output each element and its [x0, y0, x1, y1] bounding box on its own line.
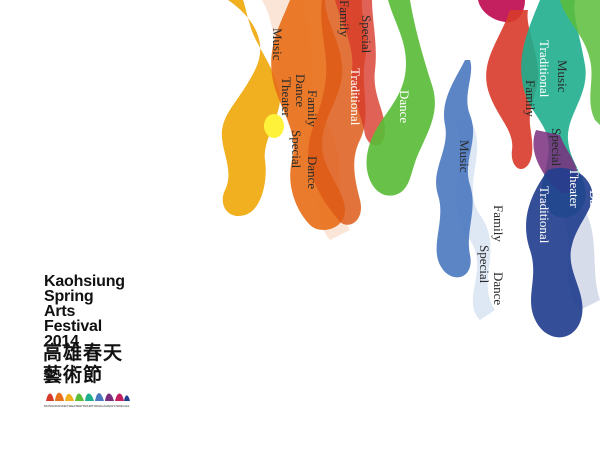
festival-title-chinese: 高雄春天 藝術節 — [43, 342, 123, 386]
title-line-arts: Arts — [44, 303, 76, 320]
label-traditional-3: Traditional — [537, 186, 552, 244]
genre-icon-strip — [46, 392, 130, 401]
label-traditional-1: Traditional — [348, 68, 363, 126]
label-theater-3: Theater — [567, 168, 582, 208]
ribbon-blue — [436, 60, 474, 278]
ribbon-orange-dark — [308, 0, 367, 225]
cjk-line-1: 高雄春天 — [43, 342, 124, 364]
title-line-festival: Festival — [44, 318, 102, 335]
ribbon-red — [335, 0, 385, 146]
ribbon-green — [366, 0, 435, 196]
genre-caption: MUSIC/DANCE/THEATER/TRADITIONAL/FAMILY/S… — [44, 404, 130, 408]
label-special-1: Special — [289, 130, 304, 169]
title-line-year: 2014 — [44, 333, 79, 350]
label-special-3: Special — [477, 245, 492, 284]
label-special-4: Special — [549, 128, 564, 167]
label-dance-1: Dance — [293, 74, 308, 107]
label-family-2: Family — [337, 0, 352, 37]
label-dance-5: Dance — [587, 190, 600, 223]
ribbon-green-right — [560, 0, 600, 125]
label-special-2: Special — [359, 15, 374, 54]
label-music-2: Music — [457, 140, 472, 173]
label-theater-1: Theater — [279, 77, 294, 117]
label-music-1: Music — [270, 28, 285, 61]
title-line-spring: Spring — [44, 288, 94, 305]
label-dance-2: Dance — [305, 156, 320, 189]
label-dance-4: Dance — [491, 272, 506, 305]
label-family-3: Family — [491, 205, 506, 242]
festival-title: Kaohsiung Spring Arts Festival 2014 — [44, 273, 144, 350]
label-family-1: Family — [305, 90, 320, 127]
ribbon-yellow — [221, 0, 281, 216]
cjk-line-2: 藝術節 — [43, 364, 104, 386]
label-family-4: Family — [523, 80, 538, 117]
title-line-city: Kaohsiung — [44, 273, 125, 290]
label-traditional-2: Traditional — [537, 40, 552, 98]
ribbon-navy — [526, 167, 593, 338]
ribbon-yellow-highlight — [264, 114, 284, 138]
label-music-3: Music — [555, 60, 570, 93]
label-dance-3: Dance — [397, 90, 412, 123]
label-theater-2: Theater — [379, 58, 394, 98]
